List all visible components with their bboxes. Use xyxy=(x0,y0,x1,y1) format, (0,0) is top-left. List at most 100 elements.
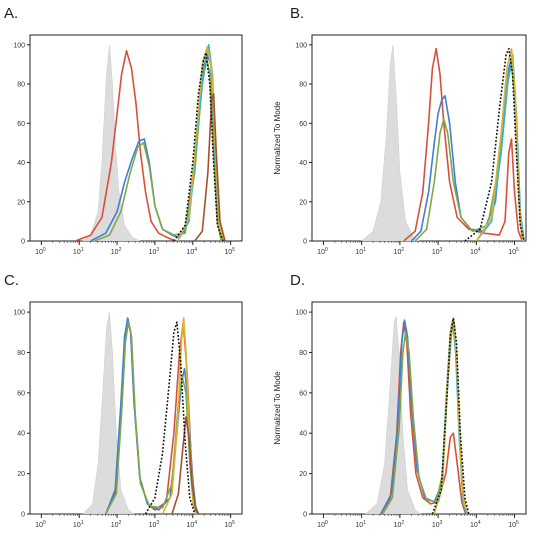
series-line-brown xyxy=(194,93,226,241)
x-tick-exponent: 3 xyxy=(440,247,443,253)
x-tick-label: 101 xyxy=(355,247,366,256)
x-tick-exponent: 1 xyxy=(363,247,366,253)
x-tick-exponent: 4 xyxy=(478,247,481,253)
x-tick-base: 10 xyxy=(432,522,440,529)
x-tick-exponent: 2 xyxy=(119,247,122,253)
y-tick-label: 80 xyxy=(299,350,307,357)
x-tick-base: 10 xyxy=(149,249,157,256)
y-tick-label: 0 xyxy=(303,239,307,246)
x-tick-label: 102 xyxy=(394,520,405,529)
x-tick-base: 10 xyxy=(111,249,119,256)
control-histogram xyxy=(82,44,140,241)
x-tick-exponent: 4 xyxy=(194,520,197,526)
x-tick-exponent: 0 xyxy=(43,247,46,253)
control-histogram xyxy=(82,312,135,514)
x-tick-label: 102 xyxy=(111,520,122,529)
x-tick-label: 100 xyxy=(35,520,46,529)
y-tick-label: 60 xyxy=(17,390,25,397)
x-tick-base: 10 xyxy=(355,249,363,256)
series-line-yellow xyxy=(176,46,224,241)
x-tick-base: 10 xyxy=(224,249,232,256)
y-tick-label: 40 xyxy=(17,160,25,167)
x-tick-label: 103 xyxy=(149,247,160,256)
panel-label-b: B. xyxy=(290,5,304,22)
x-tick-exponent: 2 xyxy=(401,520,404,526)
x-tick-exponent: 5 xyxy=(516,520,519,526)
x-tick-base: 10 xyxy=(111,522,119,529)
x-tick-base: 10 xyxy=(508,249,516,256)
y-tick-label: 100 xyxy=(295,310,307,317)
x-tick-exponent: 0 xyxy=(43,520,46,526)
x-tick-label: 100 xyxy=(35,247,46,256)
y-tick-label: 60 xyxy=(17,121,25,128)
series-line-black-dotted xyxy=(173,51,224,241)
control-histogram xyxy=(361,44,420,241)
x-tick-base: 10 xyxy=(394,522,402,529)
y-tick-label: 0 xyxy=(21,512,25,519)
x-tick-exponent: 5 xyxy=(516,247,519,253)
x-tick-exponent: 2 xyxy=(401,247,404,253)
x-tick-label: 101 xyxy=(73,520,84,529)
y-tick-label: 40 xyxy=(299,160,307,167)
x-tick-exponent: 0 xyxy=(325,520,328,526)
x-tick-base: 10 xyxy=(73,522,81,529)
y-tick-label: 20 xyxy=(299,471,307,478)
y-tick-label: 100 xyxy=(13,42,25,49)
panel-label-a: A. xyxy=(4,5,18,22)
series-line-yellow xyxy=(475,47,524,241)
y-axis-title-d: Normalized To Mode xyxy=(273,371,282,445)
x-tick-label: 105 xyxy=(508,247,519,256)
x-tick-label: 104 xyxy=(186,520,197,529)
y-axis-title-b: Normalized To Mode xyxy=(273,101,282,175)
x-tick-exponent: 4 xyxy=(194,247,197,253)
x-tick-label: 101 xyxy=(355,520,366,529)
x-tick-base: 10 xyxy=(394,249,402,256)
series-line-black-dotted xyxy=(464,47,525,241)
x-tick-label: 103 xyxy=(432,520,443,529)
x-tick-exponent: 3 xyxy=(156,247,159,253)
y-tick-label: 20 xyxy=(299,199,307,206)
series-line-black-dotted xyxy=(144,321,196,514)
x-tick-base: 10 xyxy=(149,522,157,529)
x-tick-exponent: 5 xyxy=(232,247,235,253)
y-tick-label: 0 xyxy=(303,512,307,519)
x-tick-base: 10 xyxy=(470,249,478,256)
x-tick-base: 10 xyxy=(35,522,43,529)
x-tick-exponent: 3 xyxy=(156,520,159,526)
x-tick-base: 10 xyxy=(73,249,81,256)
x-tick-label: 102 xyxy=(111,247,122,256)
y-tick-label: 20 xyxy=(17,199,25,206)
plot-frame-c xyxy=(29,301,243,515)
x-tick-base: 10 xyxy=(224,522,232,529)
x-tick-label: 104 xyxy=(470,520,481,529)
y-tick-label: 40 xyxy=(17,431,25,438)
panel-label-c: C. xyxy=(4,272,19,289)
x-tick-label: 103 xyxy=(432,247,443,256)
x-tick-base: 10 xyxy=(432,249,440,256)
y-tick-label: 80 xyxy=(299,82,307,89)
y-tick-label: 80 xyxy=(17,82,25,89)
x-tick-label: 102 xyxy=(394,247,405,256)
x-tick-label: 104 xyxy=(186,247,197,256)
x-tick-exponent: 3 xyxy=(440,520,443,526)
x-tick-exponent: 5 xyxy=(232,520,235,526)
y-tick-label: 60 xyxy=(299,390,307,397)
x-tick-label: 100 xyxy=(317,520,328,529)
x-tick-base: 10 xyxy=(317,249,325,256)
control-histogram xyxy=(365,316,422,514)
y-tick-label: 100 xyxy=(295,42,307,49)
x-tick-label: 105 xyxy=(508,520,519,529)
x-tick-exponent: 0 xyxy=(325,247,328,253)
series-line-brown xyxy=(171,416,200,514)
x-tick-label: 100 xyxy=(317,247,328,256)
x-tick-base: 10 xyxy=(317,522,325,529)
panel-label-d: D. xyxy=(290,272,305,289)
y-tick-label: 0 xyxy=(21,239,25,246)
x-tick-exponent: 2 xyxy=(119,520,122,526)
y-tick-label: 40 xyxy=(299,431,307,438)
x-tick-base: 10 xyxy=(186,522,194,529)
x-tick-label: 105 xyxy=(224,520,235,529)
